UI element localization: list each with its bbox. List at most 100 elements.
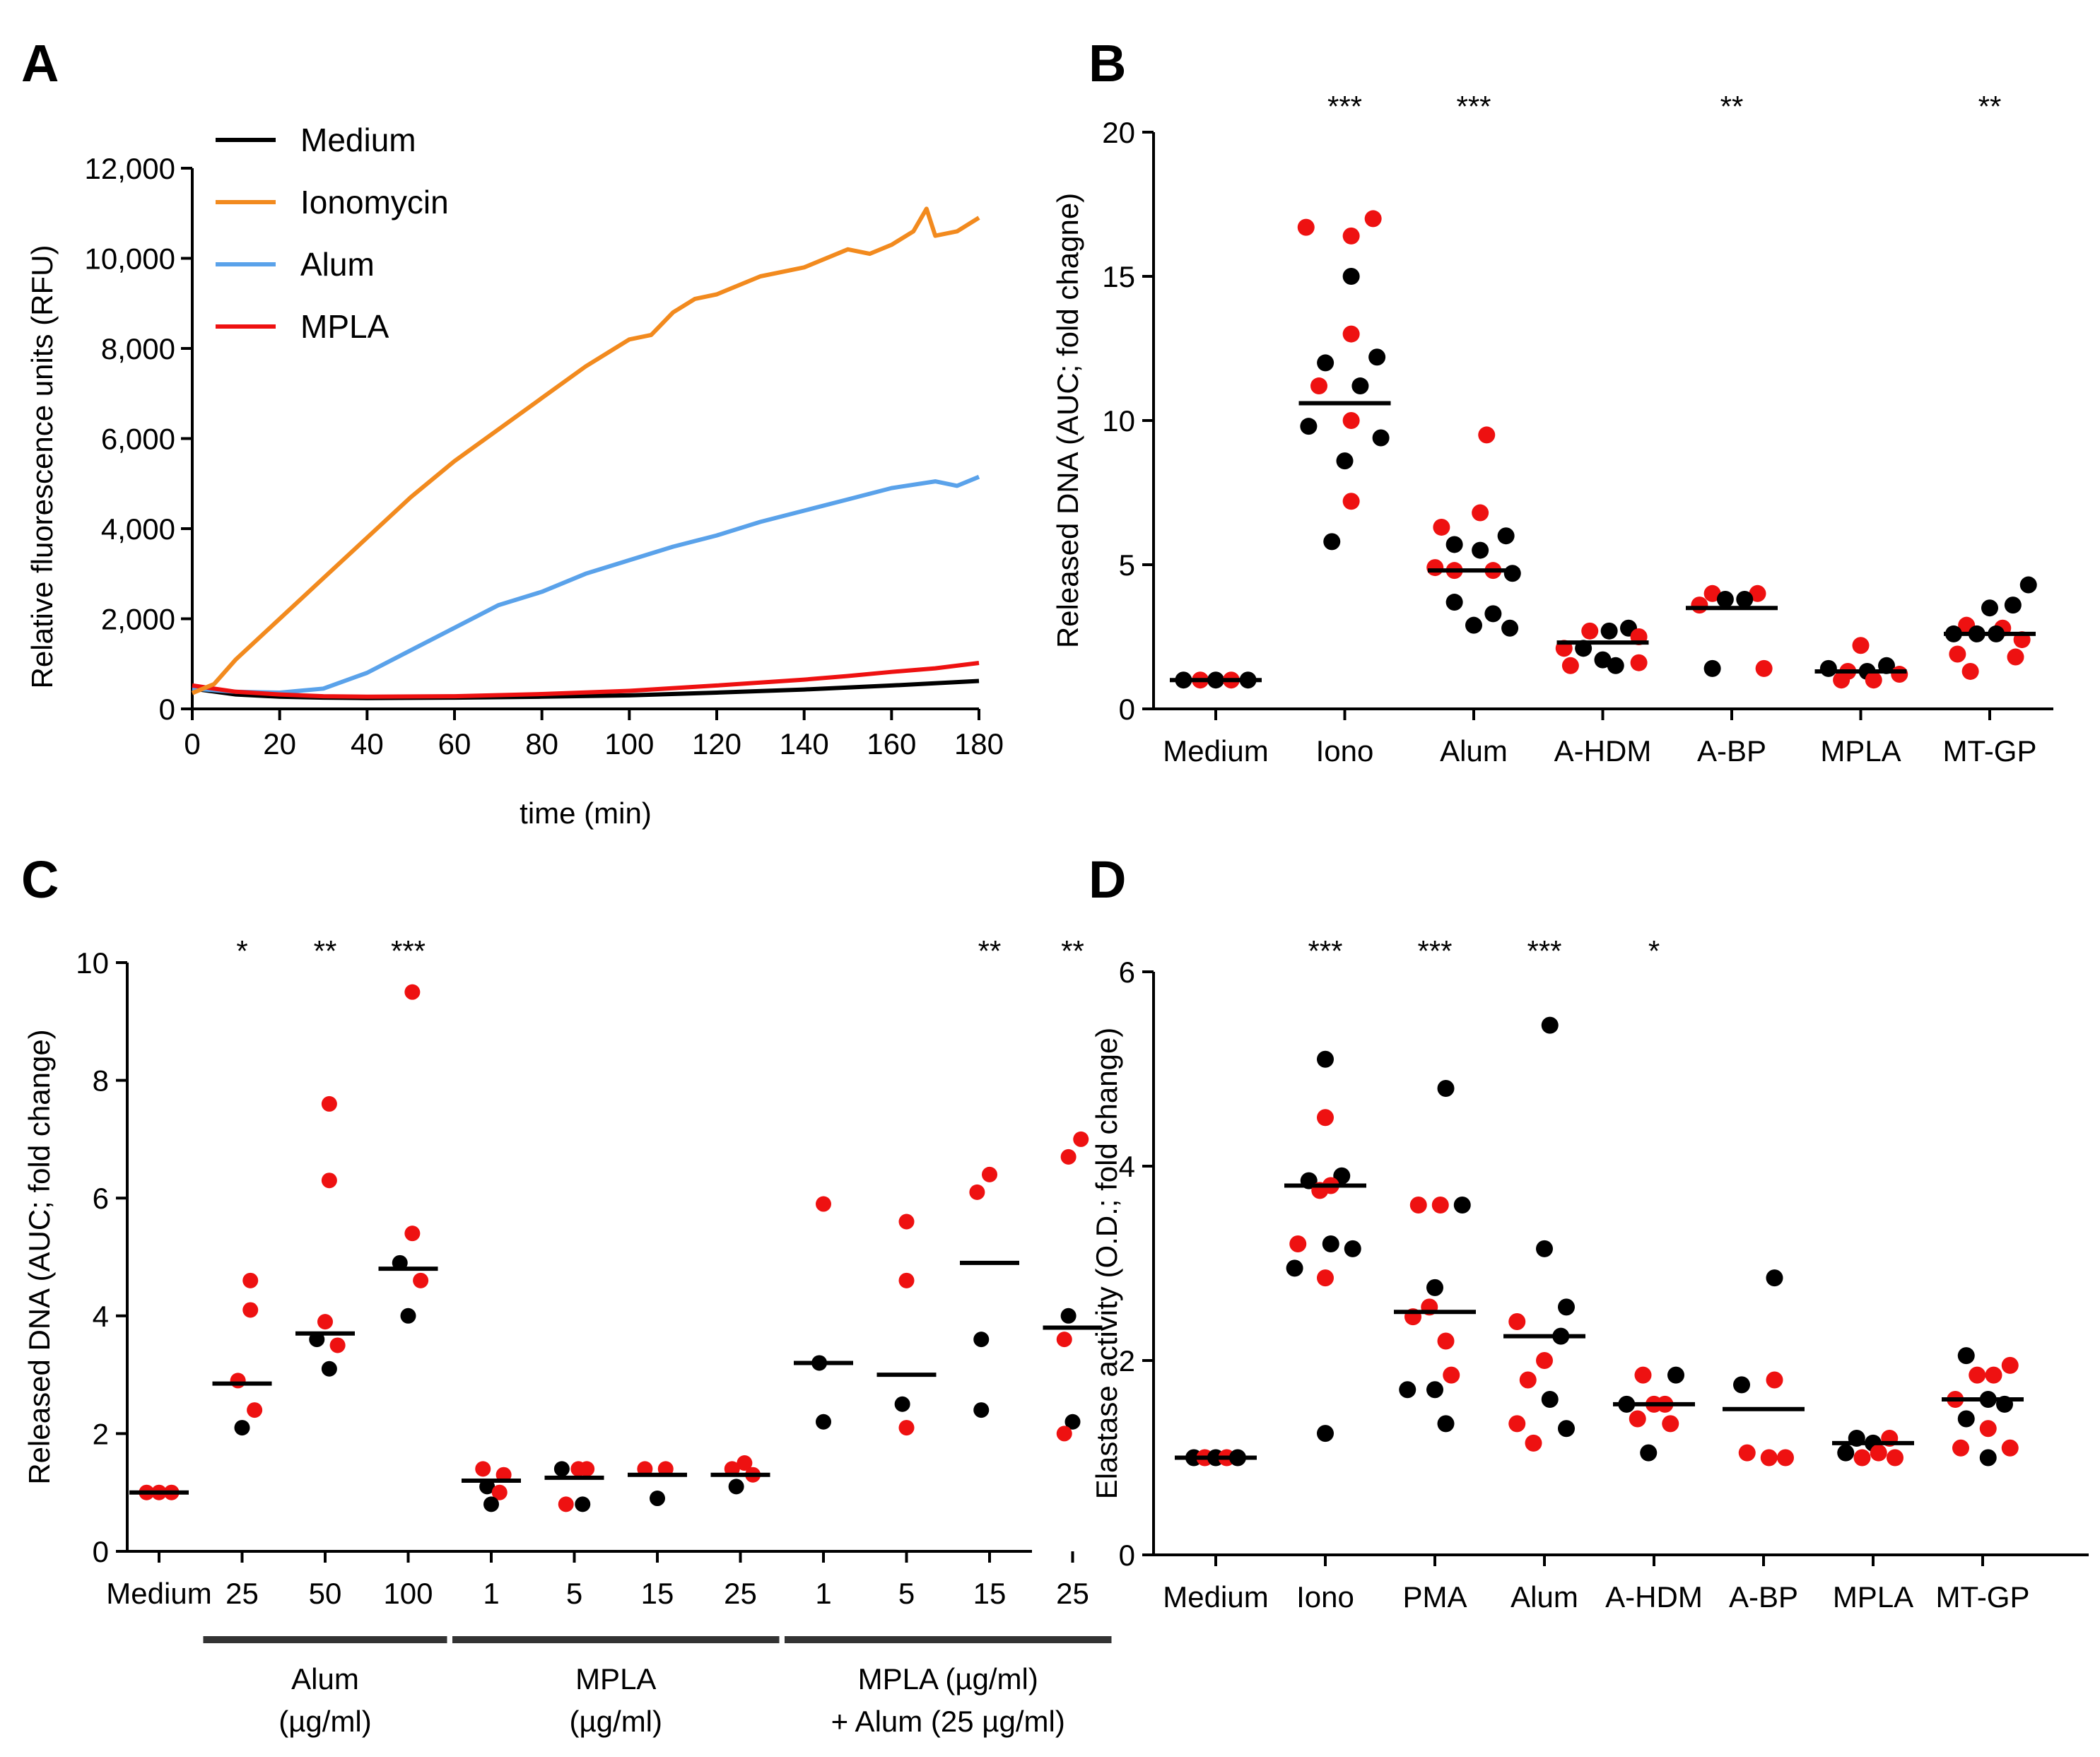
x-axis-title: time (min) [520,797,652,830]
x-tick-label: 160 [867,727,916,760]
y-tick-label: 6 [1119,956,1135,989]
data-point [1426,1381,1443,1399]
significance-marker: *** [1417,934,1452,968]
panel-d-scatter-chart: 0 2 4 6 Elastase activity (O.D.; fold change… [1090,934,2089,1614]
x-tick-label: 180 [954,727,1004,760]
data-point [1437,1415,1455,1433]
data-point [1733,1376,1750,1394]
data-point [1979,1420,1997,1438]
panel-a-line-chart: 0 2,000 4,000 6,000 8,000 10,000 12,000 0 20 40 60… [25,122,1004,830]
x-tick-label: 100 [383,1577,433,1610]
data-point [1594,651,1612,669]
data-point [404,984,421,1000]
data-point [1433,518,1450,536]
series-line-ionomycin [191,206,980,695]
y-tick-label: 10 [1102,404,1135,437]
data-point [898,1420,915,1436]
data-point [247,1402,263,1418]
data-point [1979,1449,1997,1467]
y-tick-label: 0 [1119,1539,1135,1572]
data-point [1870,1444,1887,1462]
data-point [553,1461,570,1477]
data-point [1409,1197,1427,1214]
y-axis-title: Elastase activity (O.D.; fold change) [1090,1028,1123,1500]
data-point [1630,654,1648,671]
data-point [2004,597,2022,614]
data-point [1891,666,1908,683]
data-point [1581,622,1599,640]
significance-marker: * [236,934,247,968]
data-point [2001,1439,2019,1457]
data-point [1508,1415,1526,1433]
x-tick-label: Medium [1163,1580,1268,1614]
data-point [1736,590,1754,608]
data-point [1833,671,1850,689]
data-point [321,1173,337,1189]
data-point [1600,622,1618,640]
legend-label-mpla: MPLA [300,308,389,345]
significance-marker: ** [1978,90,2002,123]
panel-c-scatter-chart: 0 2 4 6 8 10 Released DNA (AUC; fold change) Me… [23,934,1112,1738]
data-point [1351,377,1369,395]
data-point [1957,1347,1975,1365]
data-point [973,1332,990,1348]
data-point [1342,268,1360,285]
data-point [1760,1449,1778,1467]
data-point [1060,1308,1077,1324]
data-point [321,1095,337,1112]
legend-label-ionomycin: Ionomycin [300,184,449,221]
group-label: (µg/ml) [278,1705,372,1738]
data-point [1503,565,1521,582]
x-tick-label: MPLA [1833,1580,1913,1614]
data-point [1716,590,1734,608]
data-point [1561,657,1579,674]
data-point [1777,1449,1794,1467]
y-tick-label: 6 [93,1182,109,1215]
significance-marker: *** [1327,90,1362,123]
data-point [1323,533,1341,551]
data-point [1536,1352,1553,1369]
y-tick-label: 8,000 [101,332,175,365]
group-label: MPLA [575,1662,656,1696]
data-point [400,1308,416,1324]
data-point [1634,1366,1652,1384]
x-tick-label: 60 [438,727,471,760]
data-point [1949,645,1966,663]
y-tick-label: 2 [93,1417,109,1450]
data-point [242,1272,259,1288]
data-point [1541,1016,1559,1034]
y-tick-label: 15 [1102,260,1135,293]
x-tick-label: 100 [604,727,654,760]
x-tick-label: A-HDM [1554,734,1652,768]
data-point [1333,1167,1351,1185]
data-point [1952,1439,1969,1457]
significance-marker: *** [1527,934,1561,968]
x-tick-label: 1 [483,1577,499,1610]
significance-marker: ** [1720,90,1744,123]
data-point [1426,1279,1443,1296]
data-point [1497,527,1515,545]
data-point [1443,1366,1460,1384]
data-point [413,1272,429,1288]
significance-marker: * [1648,934,1660,968]
data-point [1749,584,1766,602]
data-point [1819,659,1837,677]
data-point [404,1226,421,1242]
data-point [558,1496,574,1512]
data-point [1865,671,1882,689]
y-axis-title: Released DNA (AUC; fold change) [23,1029,56,1484]
y-tick-label: 0 [159,693,175,726]
y-tick-label: 4 [1119,1150,1135,1183]
y-tick-label: 4 [93,1300,109,1333]
data-point [1364,210,1382,228]
data-point [483,1496,499,1512]
data-point [1755,659,1773,677]
data-point [1286,1259,1303,1277]
data-point [1445,594,1463,611]
x-tick-label: 25 [724,1577,757,1610]
x-tick-label: 1 [815,1577,831,1610]
legend-label-medium: Medium [300,122,416,158]
data-point [1662,1415,1679,1433]
y-tick-label: 20 [1102,116,1135,149]
data-point [1766,1269,1783,1287]
